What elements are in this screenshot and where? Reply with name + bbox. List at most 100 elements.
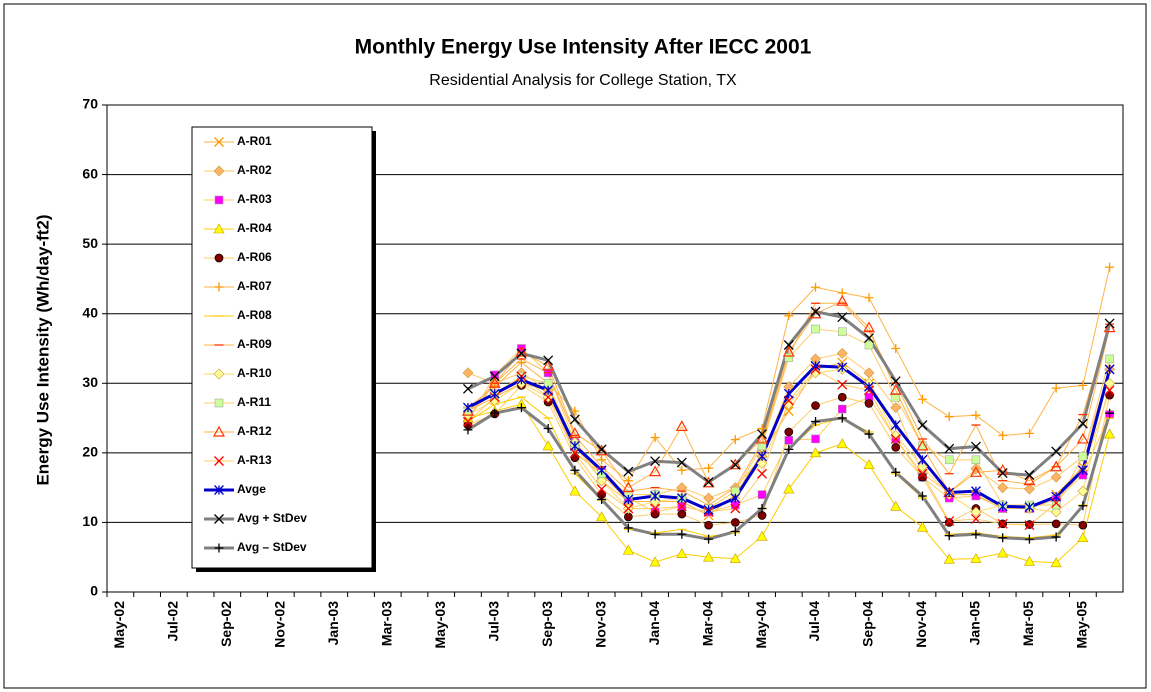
legend-label: Avge — [237, 482, 266, 496]
marker — [997, 468, 1008, 478]
series-line — [467, 300, 1111, 494]
marker — [864, 340, 874, 350]
y-tick-label: 20 — [82, 444, 98, 460]
marker — [1024, 520, 1035, 531]
marker — [462, 383, 473, 394]
marker — [488, 377, 501, 388]
marker — [650, 529, 660, 539]
marker — [596, 475, 608, 487]
y-axis-title: Energy Use Intensity (Wh/day-ft2) — [33, 214, 52, 485]
legend-label: A-R08 — [237, 308, 272, 322]
marker — [970, 486, 981, 497]
y-tick-label: 70 — [82, 96, 98, 112]
marker — [890, 500, 902, 511]
marker — [703, 477, 714, 488]
marker — [1104, 377, 1116, 389]
marker — [542, 440, 554, 451]
marker — [782, 345, 795, 357]
marker — [622, 481, 635, 493]
marker — [757, 468, 768, 479]
marker — [624, 512, 633, 522]
marker — [783, 388, 794, 399]
marker — [703, 551, 715, 562]
x-tick-label: Nov-03 — [592, 601, 608, 648]
marker — [489, 395, 501, 407]
marker — [864, 293, 874, 303]
marker — [836, 438, 848, 449]
marker — [569, 440, 580, 451]
marker — [462, 367, 474, 379]
marker — [730, 518, 740, 527]
marker — [810, 306, 821, 317]
marker — [1023, 555, 1035, 566]
marker — [943, 553, 955, 564]
marker — [838, 404, 847, 414]
x-tick-label: Sep-02 — [218, 601, 234, 647]
marker — [971, 455, 981, 465]
marker — [890, 430, 902, 441]
marker — [214, 282, 224, 292]
marker — [596, 444, 607, 455]
marker — [1050, 506, 1062, 518]
marker — [1104, 385, 1115, 396]
marker — [489, 388, 500, 399]
marker — [784, 353, 794, 362]
marker — [783, 483, 795, 494]
marker — [757, 429, 768, 440]
marker — [214, 514, 224, 524]
marker — [864, 429, 874, 439]
marker — [676, 501, 687, 512]
marker — [836, 347, 848, 359]
legend-label: A-R04 — [237, 221, 272, 235]
marker — [970, 441, 981, 452]
marker — [463, 425, 473, 435]
marker — [944, 531, 954, 541]
marker — [891, 392, 900, 402]
marker — [1051, 491, 1062, 502]
marker — [890, 402, 902, 414]
marker — [1077, 532, 1089, 543]
marker — [1024, 428, 1034, 438]
marker — [757, 504, 767, 514]
marker — [944, 518, 954, 527]
marker — [838, 327, 847, 337]
marker — [704, 520, 713, 530]
marker — [997, 547, 1009, 558]
marker — [1103, 321, 1116, 333]
marker — [811, 324, 820, 334]
marker — [971, 410, 981, 420]
marker — [462, 402, 473, 413]
marker — [1023, 474, 1036, 486]
marker — [1024, 502, 1035, 513]
marker — [757, 441, 767, 451]
legend-label: A-R02 — [237, 163, 272, 177]
marker — [214, 195, 224, 205]
marker — [1050, 460, 1063, 472]
y-tick-label: 0 — [90, 583, 98, 599]
marker — [837, 357, 848, 368]
marker — [890, 376, 901, 387]
marker — [970, 552, 982, 563]
marker — [1077, 418, 1088, 429]
marker — [811, 434, 820, 444]
y-tick-label: 30 — [82, 374, 98, 390]
marker — [570, 406, 580, 416]
marker — [543, 392, 554, 403]
marker — [810, 447, 822, 458]
marker — [623, 466, 634, 477]
marker — [837, 362, 848, 373]
marker — [864, 333, 874, 344]
marker — [784, 427, 794, 437]
marker — [891, 467, 901, 477]
marker — [756, 457, 768, 469]
marker — [890, 420, 901, 430]
marker — [490, 408, 500, 418]
marker — [569, 447, 580, 458]
marker — [543, 355, 554, 366]
marker — [756, 530, 768, 541]
marker — [649, 556, 661, 567]
marker — [1051, 383, 1061, 393]
legend-label: A-R10 — [237, 366, 272, 380]
marker — [1050, 471, 1062, 483]
marker — [971, 529, 981, 539]
